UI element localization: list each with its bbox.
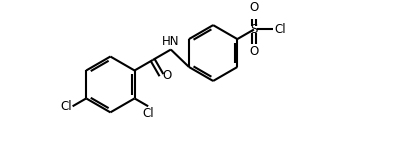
Text: HN: HN bbox=[162, 35, 180, 48]
Text: S: S bbox=[250, 23, 258, 36]
Text: Cl: Cl bbox=[274, 23, 286, 36]
Text: O: O bbox=[249, 45, 259, 58]
Text: O: O bbox=[162, 69, 172, 82]
Text: Cl: Cl bbox=[142, 107, 154, 120]
Text: Cl: Cl bbox=[60, 100, 72, 113]
Text: O: O bbox=[249, 1, 259, 14]
